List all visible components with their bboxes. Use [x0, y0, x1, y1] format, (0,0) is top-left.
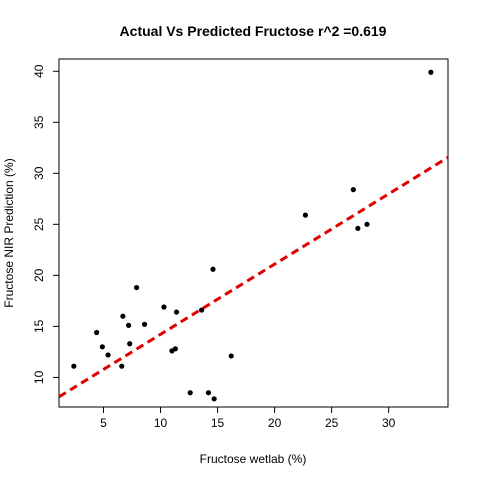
regression-line-layer [58, 156, 449, 399]
data-point [125, 322, 132, 328]
data-point [210, 266, 216, 272]
x-tick-label: 30 [382, 416, 396, 430]
x-tick-label: 10 [154, 416, 168, 430]
data-point [198, 307, 205, 313]
x-tick-label: 20 [268, 416, 282, 430]
data-point [205, 390, 212, 396]
data-point [105, 352, 111, 358]
points-layer [71, 69, 434, 402]
y-tick-label: 20 [32, 268, 46, 282]
x-tick-label: 25 [325, 416, 339, 430]
data-point [211, 396, 217, 402]
y-axis-label: Fructose NIR Prediction (%) [2, 158, 16, 307]
y-tick-label: 40 [32, 64, 46, 78]
data-point [228, 353, 234, 359]
data-point [172, 346, 178, 352]
data-point [71, 363, 77, 369]
y-tick-label: 35 [32, 115, 46, 129]
plot-frame [58, 58, 449, 408]
data-point [133, 284, 140, 291]
data-point [355, 225, 361, 232]
data-point [141, 321, 148, 327]
data-point [364, 221, 370, 227]
data-point [173, 309, 180, 315]
y-axis: 10 15 20 25 30 35 40 [32, 64, 59, 384]
data-point [302, 212, 309, 218]
data-point [161, 304, 167, 310]
regression-line [58, 156, 449, 399]
data-point [127, 341, 133, 347]
data-point [187, 390, 193, 396]
data-point [428, 69, 434, 75]
data-point [120, 313, 126, 319]
data-point [350, 187, 356, 193]
x-tick-label: 15 [211, 416, 225, 430]
x-axis-label: Fructose wetlab (%) [200, 452, 307, 466]
y-tick-label: 15 [32, 319, 46, 333]
data-point [119, 363, 125, 369]
x-tick-label: 5 [100, 416, 107, 430]
y-tick-label: 25 [32, 217, 46, 231]
chart-title: Actual Vs Predicted Fructose r^2 =0.619 [120, 23, 387, 39]
y-tick-label: 30 [32, 166, 46, 180]
x-axis: 5 10 15 20 25 30 [100, 407, 396, 430]
data-point [99, 344, 105, 350]
data-point [94, 329, 100, 336]
y-tick-label: 10 [32, 370, 46, 384]
